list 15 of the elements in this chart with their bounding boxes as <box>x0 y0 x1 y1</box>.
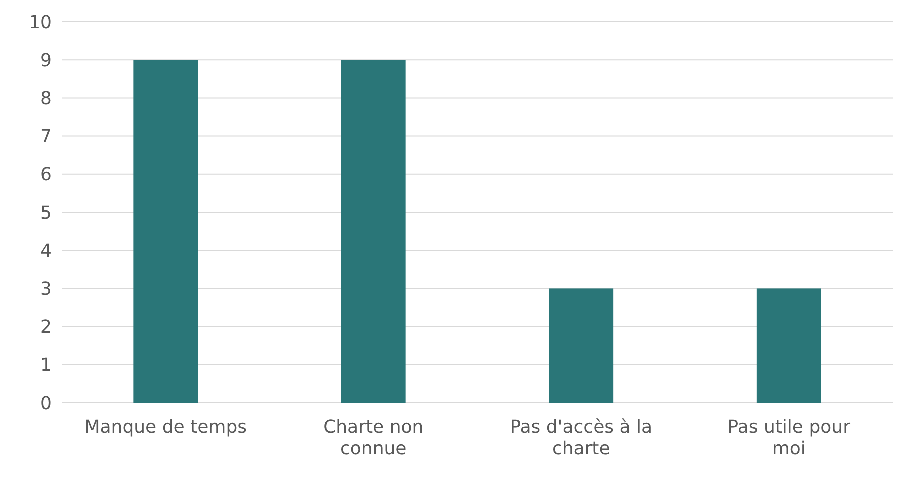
y-tick-label: 6 <box>40 164 52 186</box>
y-tick-label: 1 <box>40 355 52 376</box>
y-tick-label: 10 <box>29 12 52 34</box>
x-tick-label: Pas d'accès à la charte <box>510 417 653 460</box>
y-tick-label: 4 <box>40 240 52 262</box>
y-tick-label: 0 <box>40 393 52 414</box>
y-tick-label: 3 <box>40 279 52 300</box>
x-tick-label: Pas utile pour moi <box>728 417 852 460</box>
x-tick-label: Charte non connue <box>324 417 424 460</box>
y-tick-label: 2 <box>40 317 52 338</box>
y-tick-label: 8 <box>40 88 52 110</box>
y-tick-label: 5 <box>40 202 52 224</box>
y-tick-label: 9 <box>40 50 52 72</box>
x-tick-label: Manque de temps <box>84 417 248 438</box>
y-tick-label: 7 <box>40 126 52 148</box>
